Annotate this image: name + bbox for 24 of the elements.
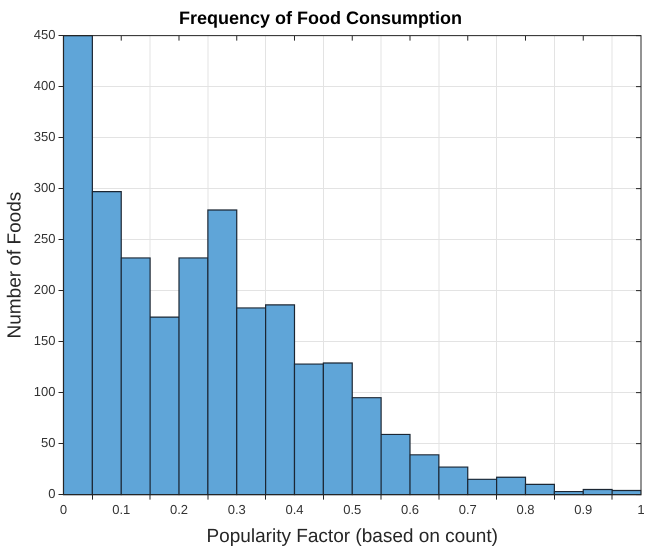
x-tick-label: 0.1 bbox=[112, 502, 130, 517]
x-tick-label: 0.9 bbox=[574, 502, 592, 517]
x-tick-label: 0.7 bbox=[458, 502, 477, 517]
x-tick-label: 0.2 bbox=[170, 502, 188, 517]
x-tick-label: 0.3 bbox=[228, 502, 246, 517]
y-tick-label: 400 bbox=[34, 78, 56, 94]
x-tick-label: 0.5 bbox=[343, 502, 362, 517]
chart-title: Frequency of Food Consumption bbox=[179, 8, 462, 28]
y-tick-label: 300 bbox=[34, 180, 56, 196]
y-tick-label: 0 bbox=[48, 486, 56, 502]
y-tick-label: 50 bbox=[41, 435, 56, 450]
y-tick-label: 450 bbox=[34, 27, 56, 42]
x-axis-title: Popularity Factor (based on count) bbox=[206, 526, 498, 547]
x-tick-label: 0 bbox=[60, 502, 68, 517]
x-tick-label: 0.4 bbox=[285, 502, 304, 517]
y-tick-label: 200 bbox=[34, 282, 56, 298]
x-tick-label: 0.8 bbox=[516, 502, 535, 517]
y-tick-label: 100 bbox=[34, 384, 56, 400]
x-tick-label: 0.6 bbox=[400, 502, 420, 517]
y-axis-title: Number of Foods bbox=[4, 192, 26, 338]
y-tick-label: 250 bbox=[34, 231, 56, 246]
y-tick-label: 150 bbox=[34, 333, 56, 348]
y-tick-label: 350 bbox=[34, 129, 56, 144]
x-tick-label: 1 bbox=[637, 502, 645, 517]
